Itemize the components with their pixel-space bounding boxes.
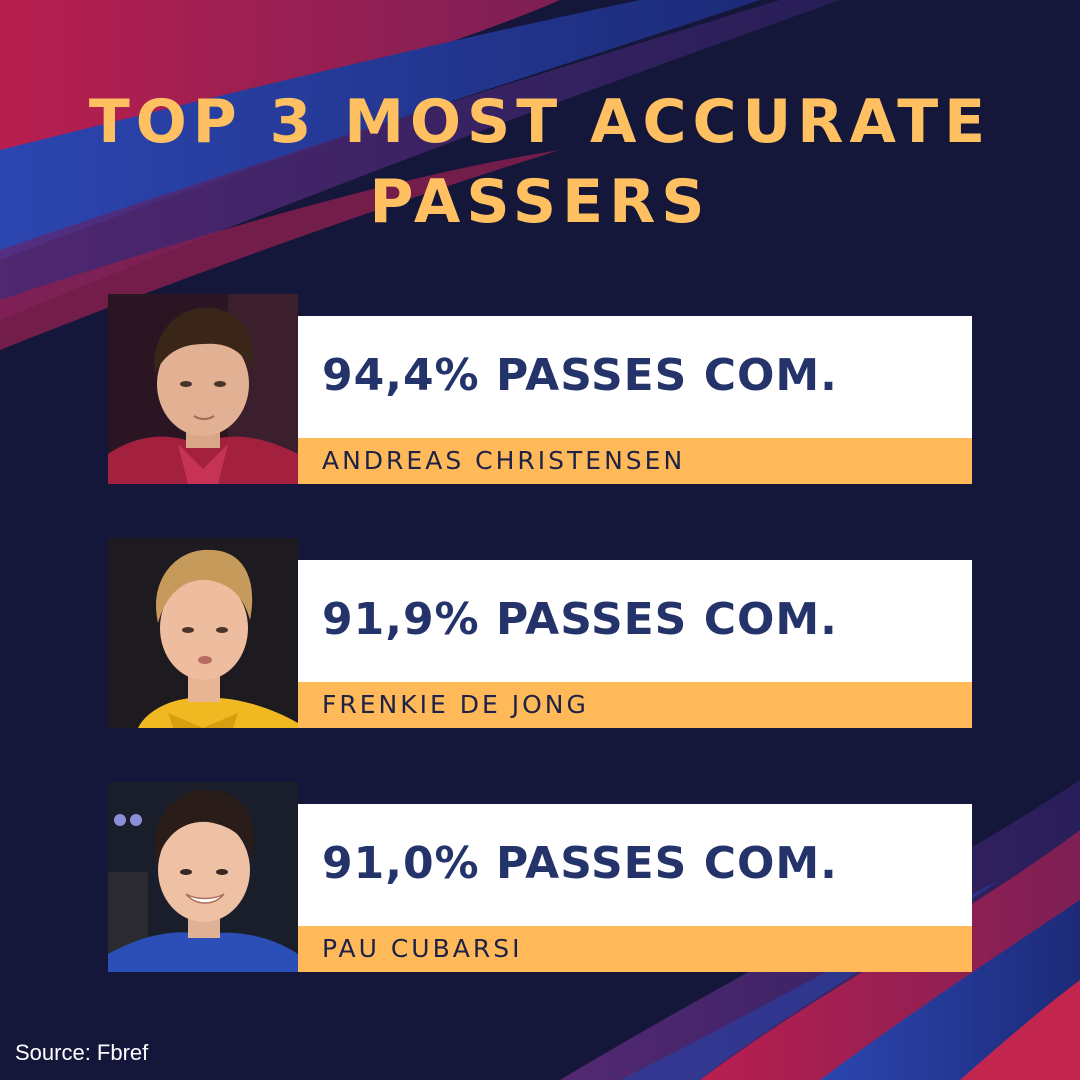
player-photo-2: [108, 538, 298, 728]
stat-box-1: 94,4% PASSES COM.: [298, 316, 972, 438]
player-photo-1: [108, 294, 298, 484]
stat-box-2: 91,9% PASSES COM.: [298, 560, 972, 682]
source-credit: Source: Fbref: [15, 1040, 149, 1065]
stat-box-3: 91,0% PASSES COM.: [298, 804, 972, 926]
player-portrait-icon: [108, 782, 298, 972]
name-bar-2: FRENKIE DE JONG: [298, 682, 972, 728]
player-portrait-icon: [108, 538, 298, 728]
page-title: TOP 3 MOST ACCURATE PASSERS: [0, 82, 1080, 242]
page-title-line-2: PASSERS: [369, 167, 711, 237]
player-card-2: 91,9% PASSES COM. FRENKIE DE JONG: [108, 538, 972, 728]
player-card-1: 94,4% PASSES COM. ANDREAS CHRISTENSEN: [108, 294, 972, 484]
stat-value-1: 94,4% PASSES COM.: [322, 350, 838, 401]
name-bar-1: ANDREAS CHRISTENSEN: [298, 438, 972, 484]
player-photo-3: [108, 782, 298, 972]
stat-value-2: 91,9% PASSES COM.: [322, 594, 838, 645]
stat-value-3: 91,0% PASSES COM.: [322, 838, 838, 889]
player-portrait-icon: [108, 294, 298, 484]
player-name-1: ANDREAS CHRISTENSEN: [322, 446, 686, 475]
player-name-3: PAU CUBARSI: [322, 934, 523, 963]
name-bar-3: PAU CUBARSI: [298, 926, 972, 972]
page-title-line-1: TOP 3 MOST ACCURATE: [88, 87, 992, 157]
player-card-3: 91,0% PASSES COM. PAU CUBARSI: [108, 782, 972, 972]
player-name-2: FRENKIE DE JONG: [322, 690, 589, 719]
